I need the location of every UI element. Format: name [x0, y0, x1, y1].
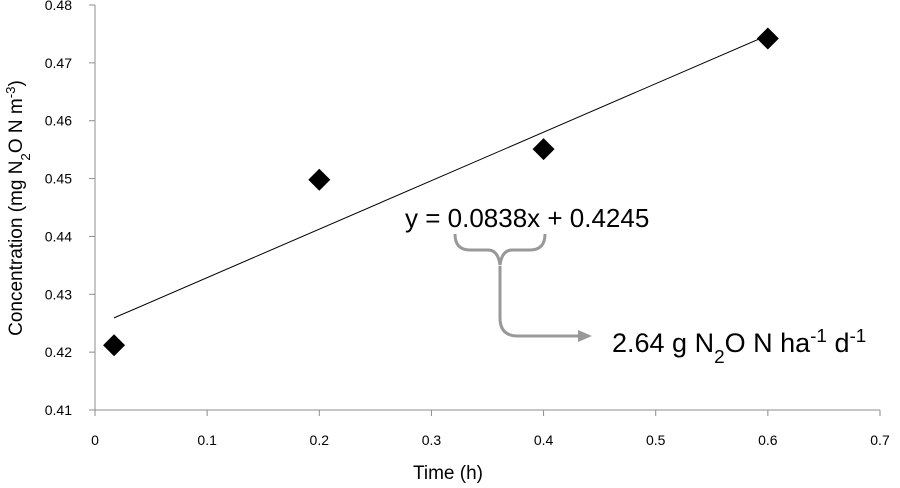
x-tick-label: 0.1	[197, 432, 217, 448]
slope-arrow-line	[498, 266, 578, 338]
y-axis-title-part: )	[6, 80, 27, 86]
y-tick-label: 0.42	[45, 344, 72, 360]
y-axis-title-part: Concentration (mg N	[6, 161, 27, 336]
rate-label: 2.64 g N2O N ha-1 d-1	[612, 326, 866, 368]
y-tick-label: 0.43	[45, 286, 72, 302]
rate-label-part: -1	[849, 326, 866, 347]
x-axis-title: Time (h)	[413, 463, 483, 484]
slope-brace	[453, 233, 547, 266]
trendline	[113, 34, 769, 319]
x-tick-label: 0	[91, 432, 99, 448]
y-axis-ticks: 0.41 0.42 0.43 0.44 0.45 0.46 0.47 0.48	[45, 0, 95, 418]
equation-label: y = 0.0838x + 0.4245	[405, 203, 649, 233]
data-point	[532, 138, 555, 161]
data-point	[103, 334, 126, 357]
y-axis-title-part: -3	[3, 86, 18, 98]
rate-label-part: 2.64 g N	[612, 328, 714, 358]
data-point	[308, 168, 331, 191]
x-axis-ticks: 0 0.1 0.2 0.3 0.4 0.5 0.6 0.7	[91, 410, 890, 448]
rate-label-part: 2	[714, 347, 725, 368]
slope-arrow-head	[578, 330, 592, 342]
plot-area: 0 0.1 0.2 0.3 0.4 0.5 0.6 0.7 0.410.420.430.440…	[45, 0, 890, 448]
y-axis-title-part: 2	[18, 153, 33, 160]
y-tick-label: 0.45	[45, 171, 72, 187]
y-axis-title: Concentration (mg N2O N m-3)	[3, 80, 33, 336]
y-tick-label: 0.47	[45, 55, 72, 71]
rate-label-part: -1	[810, 326, 827, 347]
rate-label-part: d	[827, 328, 850, 358]
x-tick-label: 0.4	[534, 432, 554, 448]
y-tick-label: 0.46	[45, 113, 72, 129]
y-axis-title-part: O N m	[6, 98, 27, 153]
y-tick-label: 0.41	[45, 402, 72, 418]
x-tick-label: 0.7	[870, 432, 890, 448]
y-tick-label: 0.44	[45, 228, 72, 244]
slope-annotation	[453, 233, 592, 342]
x-tick-label: 0.2	[310, 432, 330, 448]
x-tick-label: 0.3	[422, 432, 442, 448]
x-tick-label: 0.6	[758, 432, 778, 448]
x-tick-label: 0.5	[646, 432, 666, 448]
rate-label-part: O N ha	[725, 328, 812, 358]
data-points	[103, 27, 779, 357]
data-point	[756, 27, 779, 50]
y-tick-label: 0.48	[45, 0, 72, 13]
